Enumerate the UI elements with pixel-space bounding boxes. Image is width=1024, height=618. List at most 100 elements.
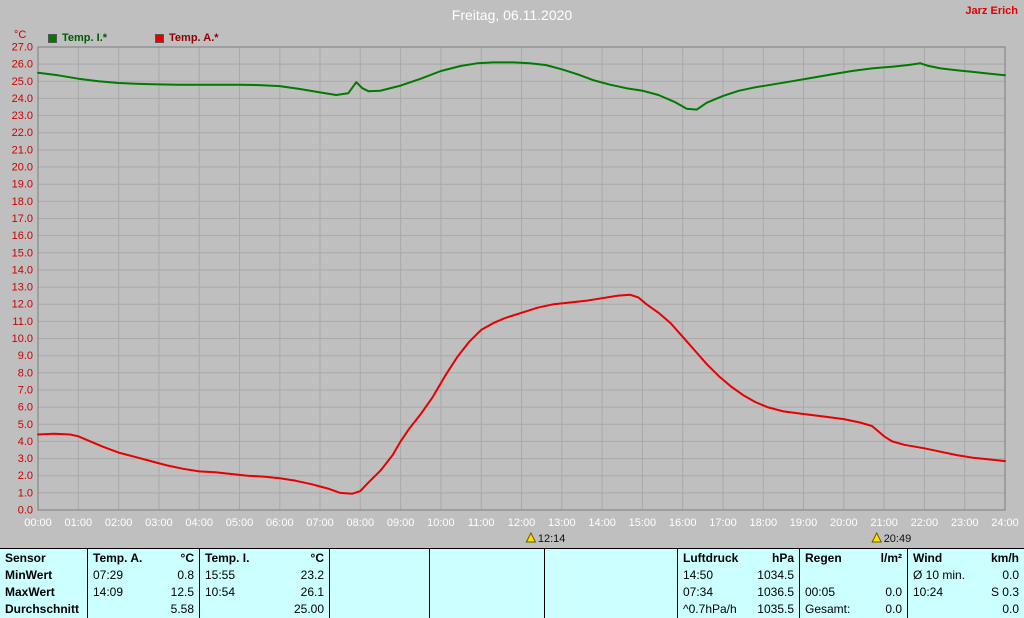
y-axis-tick-label: 26.0: [12, 59, 33, 71]
table-data-cell: Ø 10 min. 0.0: [908, 566, 1024, 583]
table-cell-empty: [545, 583, 678, 601]
x-axis-tick-label: 16:00: [669, 517, 697, 529]
y-axis-tick-label: 12.0: [12, 299, 33, 311]
x-axis-tick-label: 17:00: [709, 517, 737, 529]
y-axis-tick-label: 21.0: [12, 144, 33, 156]
y-axis-tick-label: 20.0: [12, 162, 33, 174]
table-group-unit: hPa: [771, 550, 794, 565]
y-axis-tick-label: 24.0: [12, 93, 33, 105]
table-cell-empty: [330, 583, 430, 601]
table-cell-time: 14:09: [93, 585, 124, 600]
table-cell-value: 5.58: [170, 602, 194, 617]
x-axis-tick-label: 13:00: [548, 517, 576, 529]
y-axis-tick-label: 1.0: [18, 487, 33, 499]
y-axis-tick-label: 22.0: [12, 127, 33, 139]
y-axis-tick-label: 7.0: [18, 385, 33, 397]
table-data-cell: 07:34 1036.5: [678, 583, 800, 601]
y-axis-tick-label: 0.0: [18, 505, 33, 517]
table-data-cell: 10:24 S 0.3: [908, 584, 1024, 601]
table-group-header: Wind: [913, 550, 943, 565]
legend-label-temp-i: Temp. I.*: [62, 32, 108, 44]
table-data-cell: [800, 566, 908, 584]
table-group-header: Temp. I.: [205, 550, 250, 565]
event-marker-time: 20:49: [884, 533, 912, 545]
table-cell-value: 1036.5: [757, 585, 794, 600]
y-axis-tick-label: 18.0: [12, 196, 33, 208]
table-group-header-cell: Temp. A. °C: [88, 549, 200, 567]
table-cell-value: 0.0: [1002, 567, 1019, 582]
page-title: Freitag, 06.11.2020: [451, 7, 573, 23]
table-data-cell: 5.58: [88, 600, 200, 618]
table-group-header-cell: Wind km/h: [908, 549, 1024, 566]
table-data-cell: 10:54 26.1: [200, 583, 330, 601]
table-cell-value: 0.0: [885, 585, 902, 600]
chart-legend: Temp. I.* Temp. A.*: [48, 32, 219, 44]
x-axis-tick-label: 14:00: [588, 517, 616, 529]
table-cell-value: 0.0: [885, 602, 902, 617]
table-data-cell: 25.00: [200, 600, 330, 618]
user-name: Jarz Erich: [965, 5, 1018, 17]
table-data-cell: 07:29 0.8: [88, 566, 200, 584]
table-cell-time: 15:55: [205, 567, 236, 582]
y-axis-tick-label: 5.0: [18, 419, 33, 431]
table-group-header-cell: Luftdruck hPa: [678, 549, 800, 567]
table-group-unit: °C: [180, 550, 194, 565]
chart-svg: 0.0 1.0 2.0 3.0 4.0 5.0 6.0 7.0 8.0 9.0 10.0 11.0 12…: [12, 42, 1019, 546]
table-cell-time: ^0.7hPa/h: [683, 602, 737, 617]
table-cell-empty: [545, 549, 678, 567]
table-row-label: Sensor: [0, 549, 88, 567]
table-cell-value: 25.00: [293, 602, 324, 617]
x-axis-tick-label: 04:00: [185, 517, 213, 529]
table-cell-time: 10:54: [205, 585, 236, 600]
x-axis-tick-label: 20:00: [830, 517, 858, 529]
table-cell-time: Ø 10 min.: [913, 567, 966, 582]
table-cell-empty: [330, 549, 430, 567]
legend-label-temp-a: Temp. A.*: [169, 32, 219, 44]
table-group-header: Luftdruck: [683, 550, 739, 565]
y-axis-tick-label: 23.0: [12, 110, 33, 122]
event-marker-time: 12:14: [538, 533, 566, 545]
x-axis-tick-label: 08:00: [347, 517, 375, 529]
statistics-table: Sensor Temp. A. °C Temp. I. °C Luftdruck…: [0, 548, 1024, 618]
x-axis-tick-label: 05:00: [226, 517, 254, 529]
y-axis-tick-label: 13.0: [12, 282, 33, 294]
table-cell-empty: [430, 583, 545, 601]
table-cell-value: 1035.5: [757, 602, 794, 617]
y-axis-tick-label: 25.0: [12, 76, 33, 88]
legend-item-temp-i: Temp. I.*: [48, 32, 107, 44]
table-row-label: Durchschnitt: [0, 600, 88, 618]
x-axis-tick-label: 18:00: [750, 517, 778, 529]
x-axis-tick-label: 00:00: [24, 517, 52, 529]
table-cell-value: 0.0: [1002, 602, 1019, 617]
y-axis-tick-label: 4.0: [18, 436, 33, 448]
table-cell-time: 14:50: [683, 567, 714, 582]
y-axis-tick-label: 17.0: [12, 213, 33, 225]
table-data-cell: Gesamt: 0.0: [800, 600, 908, 618]
y-axis-tick-label: 27.0: [12, 42, 33, 54]
event-marker-icon: [525, 531, 537, 543]
x-axis-tick-label: 21:00: [870, 517, 898, 529]
table-data-cell: 00:05 0.0: [800, 583, 908, 601]
table-row-label: MinWert: [0, 566, 88, 584]
table-data-cell: 14:50 1034.5: [678, 566, 800, 584]
table-data-cell: 15:55 23.2: [200, 566, 330, 584]
series-line-temp-a: [37, 293, 1006, 495]
table-cell-value: 23.2: [300, 567, 324, 582]
x-axis-tick-label: 24:00: [991, 517, 1019, 529]
y-axis-tick-label: 3.0: [18, 453, 33, 465]
table-group-header-cell: Regen l/m²: [800, 549, 908, 567]
header: Freitag, 06.11.2020 Jarz Erich: [0, 0, 1024, 28]
x-axis-tick-label: 06:00: [266, 517, 294, 529]
table-cell-empty: [545, 600, 678, 618]
chart-region: 0.0 1.0 2.0 3.0 4.0 5.0 6.0 7.0 8.0 9.0 10.0 11.0 12…: [0, 28, 1024, 548]
table-cell-value: 12.5: [170, 585, 194, 600]
x-axis-tick-label: 22:00: [911, 517, 939, 529]
table-data-cell: ^0.7hPa/h 1035.5: [678, 600, 800, 618]
table-group-unit: km/h: [990, 550, 1019, 565]
table-cell-empty: [430, 566, 545, 584]
table-group-header: Regen: [805, 550, 842, 565]
y-axis-tick-label: 15.0: [12, 247, 33, 259]
table-cell-empty: [430, 600, 545, 618]
legend-item-temp-a: Temp. A.*: [155, 32, 219, 44]
x-axis-tick-label: 01:00: [65, 517, 93, 529]
